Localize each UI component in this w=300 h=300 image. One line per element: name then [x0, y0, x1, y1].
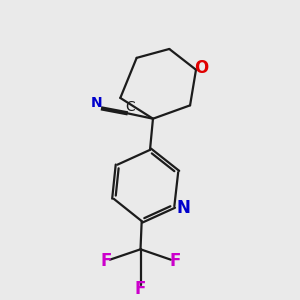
Text: C: C	[125, 100, 135, 114]
Text: F: F	[100, 252, 111, 270]
Text: F: F	[169, 252, 181, 270]
Text: N: N	[91, 96, 102, 110]
Text: O: O	[194, 59, 208, 77]
Text: F: F	[135, 280, 146, 298]
Text: N: N	[176, 199, 190, 217]
